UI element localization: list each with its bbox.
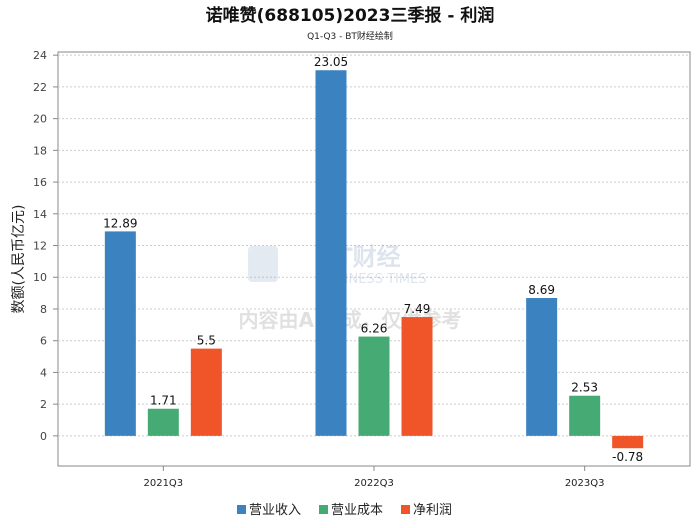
y-tick-label: 10 <box>33 271 47 284</box>
legend-marker <box>401 505 410 514</box>
bar-营业成本 <box>147 408 179 436</box>
chart-subtitle: Q1-Q3 - BT财经绘制 <box>307 30 393 42</box>
y-tick-label: 20 <box>33 113 47 126</box>
bar-营业成本 <box>569 395 601 436</box>
data-label: 1.71 <box>150 394 177 408</box>
bar-营业收入 <box>104 231 136 436</box>
legend-marker <box>319 505 328 514</box>
legend-label: 营业成本 <box>331 503 383 518</box>
y-tick-label: 2 <box>40 398 47 411</box>
bar-营业收入 <box>315 70 347 436</box>
legend-marker <box>237 505 246 514</box>
y-tick-label: 8 <box>40 303 47 316</box>
watermark-logo <box>248 246 278 282</box>
data-label: 8.69 <box>528 283 555 297</box>
y-tick-label: 4 <box>40 366 47 379</box>
legend-label: 净利润 <box>413 503 452 518</box>
bar-净利润 <box>401 317 433 436</box>
y-tick-label: 24 <box>33 49 47 62</box>
y-tick-label: 22 <box>33 81 47 94</box>
bar-净利润 <box>190 348 222 436</box>
y-tick-label: 0 <box>40 430 47 443</box>
x-tick-label: 2022Q3 <box>354 478 394 489</box>
y-tick-label: 16 <box>33 176 47 189</box>
data-label: 2.53 <box>571 381 598 395</box>
chart-title: 诺唯赞(688105)2023三季报 - 利润 <box>206 5 495 26</box>
data-label: 7.49 <box>404 302 431 316</box>
data-label: 5.5 <box>197 334 216 348</box>
y-tick-label: 12 <box>33 240 47 253</box>
y-tick-label: 6 <box>40 335 47 348</box>
data-label: 12.89 <box>103 216 137 230</box>
x-tick-label: 2023Q3 <box>565 478 605 489</box>
bar-营业成本 <box>358 336 390 436</box>
x-tick-label: 2021Q3 <box>143 478 183 489</box>
y-axis-label: 数额(人民币亿元) <box>11 205 27 314</box>
data-label: 6.26 <box>361 322 388 336</box>
bar-营业收入 <box>526 298 558 436</box>
y-tick-label: 14 <box>33 208 47 221</box>
y-tick-label: 18 <box>33 144 47 157</box>
legend-label: 营业收入 <box>249 503 301 518</box>
data-label: 23.05 <box>314 55 348 69</box>
data-label: -0.78 <box>612 450 643 464</box>
bar-净利润 <box>612 435 644 449</box>
